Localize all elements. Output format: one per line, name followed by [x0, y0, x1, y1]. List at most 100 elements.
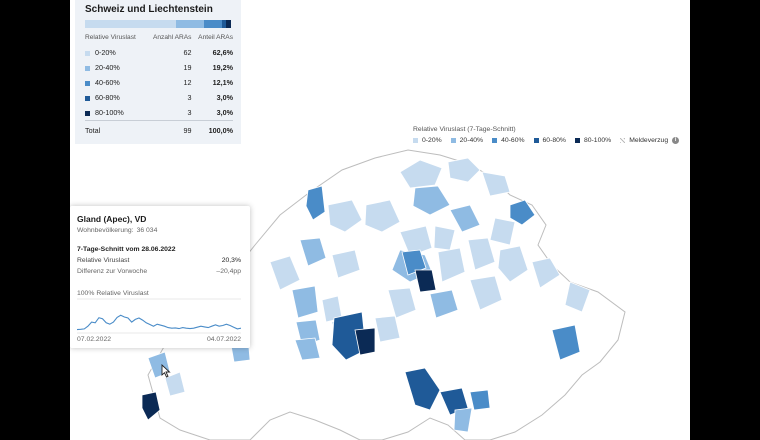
color-swatch — [85, 65, 90, 71]
region-patch — [564, 281, 591, 313]
share-cell: 12,1% — [212, 78, 233, 87]
region-patch — [509, 199, 536, 226]
region-patch — [364, 199, 401, 233]
map-view[interactable]: Schweiz und Liechtenstein Relative Virus… — [70, 0, 690, 440]
column-header: Relative Viruslast — [85, 34, 136, 41]
population-line: Wohnbevölkerung: 36 034 — [77, 227, 157, 234]
sparkline-series-label: Relative Viruslast — [96, 290, 149, 297]
share-segment — [204, 20, 223, 28]
region-patch — [453, 407, 473, 433]
count-cell: 3 — [187, 108, 192, 117]
region-patch — [531, 257, 561, 289]
table-row: 0-20% 62 62,6% — [85, 45, 233, 60]
color-swatch — [85, 95, 90, 101]
region-patch — [439, 387, 469, 416]
right-background — [690, 0, 760, 440]
legend-item: 60-80% — [533, 137, 566, 144]
count-cell: 19 — [183, 63, 192, 72]
table-row: 80-100% 3 3,0% — [85, 105, 233, 121]
region-patch — [331, 311, 367, 361]
summary-table: Relative Viruslast Anzahl ARAs Anteil AR… — [85, 34, 233, 138]
legend-swatch — [574, 138, 580, 143]
region-patch — [354, 327, 376, 356]
category-label: 0-20% — [95, 48, 116, 57]
hatch-swatch — [620, 138, 626, 143]
region-patch — [414, 269, 437, 293]
column-header: Anzahl ARAs — [152, 34, 192, 41]
legend-item: 80-100% — [574, 137, 612, 144]
region-patch — [551, 324, 581, 361]
region-patch — [331, 249, 361, 279]
region-patch — [489, 217, 516, 246]
share-cell: 19,2% — [212, 63, 233, 72]
mouse-cursor-icon — [161, 364, 171, 378]
count-cell: 12 — [183, 78, 192, 87]
category-label: 80-100% — [95, 108, 124, 117]
region-patch — [449, 204, 481, 233]
legend-label: Meldeverzug — [629, 137, 669, 144]
region-patch — [469, 275, 503, 311]
share-segment — [176, 20, 205, 28]
left-background — [0, 0, 70, 440]
region-patch — [141, 391, 161, 421]
region-patch — [327, 199, 363, 233]
relative-load-value: 20,3% — [221, 257, 241, 264]
legend-item-missing: Meldeverzug i — [620, 137, 680, 144]
region-patch — [291, 285, 319, 319]
region-patch — [269, 255, 301, 291]
share-segment — [226, 20, 231, 28]
weekly-diff-row: Differenz zur Vorwoche –20,4pp — [77, 268, 241, 275]
category-label: 40-60% — [95, 78, 120, 87]
region-patch — [305, 185, 326, 221]
legend-swatch — [413, 138, 418, 143]
legend-label: 60-80% — [542, 137, 566, 144]
region-patch — [387, 287, 417, 319]
region-patch — [467, 237, 496, 271]
summary-title: Schweiz und Liechtenstein — [85, 4, 213, 15]
region-patch — [469, 389, 491, 411]
legend-item: 40-60% — [492, 137, 525, 144]
legend-swatch — [533, 138, 539, 143]
region-patch — [299, 237, 327, 267]
sparkline-max-label: 100% — [77, 290, 95, 297]
region-patch — [447, 157, 481, 183]
share-stacked-bar — [85, 20, 231, 28]
share-cell: 3,0% — [216, 93, 233, 102]
region-patch — [481, 171, 511, 197]
map-legend: 0-20% 20-40% 40-60% 60-80% 80-100% Melde… — [413, 137, 688, 144]
region-patches[interactable] — [141, 157, 591, 433]
share-cell: 3,0% — [216, 108, 233, 117]
total-count: 99 — [145, 120, 192, 138]
legend-label: 40-60% — [501, 137, 525, 144]
region-patch — [404, 367, 441, 411]
region-patch — [412, 185, 451, 216]
column-header: Anteil ARAs — [198, 34, 233, 41]
table-row: 20-40% 19 19,2% — [85, 60, 233, 75]
region-patch — [437, 247, 466, 283]
table-row: 60-80% 3 3,0% — [85, 90, 233, 105]
region-patch — [399, 159, 443, 189]
weekly-diff-value: –20,4pp — [216, 268, 241, 275]
sparkline-end-date: 04.07.2022 — [206, 336, 241, 343]
sparkline-start-date: 07.02.2022 — [77, 336, 112, 343]
region-patch — [374, 315, 401, 343]
population-label: Wohnbevölkerung: — [77, 227, 134, 234]
legend-swatch — [492, 138, 498, 143]
legend-label: 80-100% — [583, 137, 612, 144]
count-cell: 62 — [183, 48, 192, 57]
count-cell: 3 — [187, 93, 192, 102]
color-swatch — [85, 50, 90, 56]
legend-swatch — [450, 138, 456, 143]
color-swatch — [85, 110, 90, 116]
legend-label: 0-20% — [422, 137, 442, 144]
share-segment — [85, 20, 177, 28]
category-label: 20-40% — [95, 63, 120, 72]
total-share: 100,0% — [191, 120, 233, 138]
region-patch — [429, 289, 459, 319]
legend-item: 0-20% — [413, 137, 442, 144]
sparkline-label: 100% Relative Viruslast — [77, 290, 149, 297]
summary-panel: Schweiz und Liechtenstein Relative Virus… — [75, 0, 241, 144]
info-icon[interactable]: i — [672, 137, 680, 144]
switzerland-map[interactable] — [70, 0, 690, 440]
region-patch — [401, 249, 427, 276]
